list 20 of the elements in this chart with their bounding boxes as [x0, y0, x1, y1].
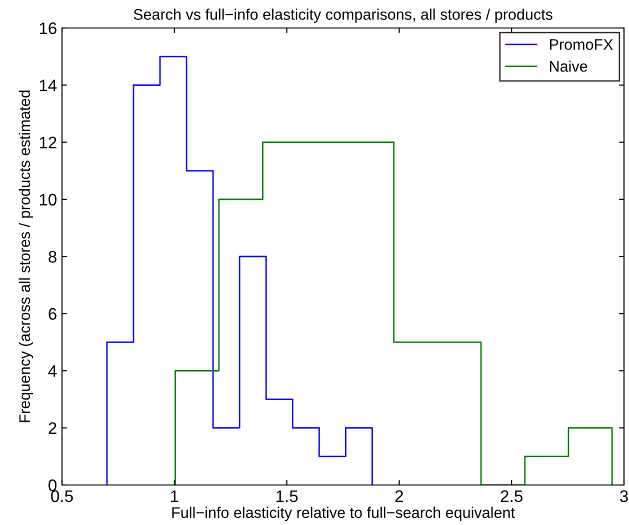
y-tick-label: 12	[40, 136, 56, 148]
y-tick-label: 6	[48, 308, 56, 320]
legend-label: Naive	[550, 60, 588, 72]
y-tick-label: 8	[48, 250, 56, 263]
x-tick-label: 3	[620, 490, 628, 502]
x-tick-label: 2	[395, 490, 403, 502]
y-tick-label: 0	[48, 479, 56, 492]
x-axis-title: Full−info elasticity relative to full−search equivalent	[172, 506, 515, 522]
x-tick-label: 2.5	[500, 490, 522, 502]
y-tick-label: 14	[40, 80, 57, 92]
y-tick-label: 4	[48, 365, 57, 377]
x-tick-label: 0.5	[51, 490, 73, 502]
y-axis-title: Frequency (across all stores / products estimated	[18, 90, 34, 422]
legend-label: PromoFX	[550, 39, 613, 50]
y-tick-label: 2	[48, 422, 56, 434]
chart-title: Search vs full−info elasticity comparisons, all stores / products	[134, 8, 552, 23]
y-tick-label: 10	[40, 194, 56, 206]
x-tick-label: 1	[171, 490, 178, 502]
x-tick-label: 1.5	[276, 490, 298, 502]
y-tick-label: 16	[40, 22, 56, 34]
